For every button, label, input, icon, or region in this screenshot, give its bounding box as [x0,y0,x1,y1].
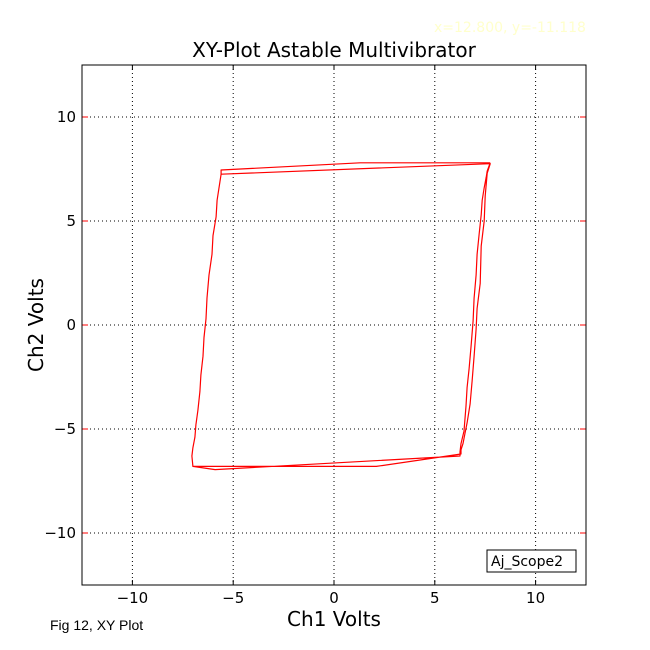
x-tick-label: 10 [526,589,545,607]
grid-lines [82,65,586,585]
chart-title: XY-Plot Astable Multivibrator [192,38,476,62]
series-line [192,162,491,471]
y-tick-label: −5 [54,420,76,438]
figure-caption: Fig 12, XY Plot [50,617,144,633]
x-axis-label: Ch1 Volts [287,607,381,631]
axes-frame [81,64,587,586]
x-tick-label: −10 [117,589,149,607]
legend-label: Aj_Scope2 [491,554,563,570]
coordinate-readout: x=12.800, y=-11.118 [434,20,586,36]
tick-marks [82,65,586,585]
tick-labels: −10 −5 0 5 10 −10 −5 0 5 10 [44,108,545,607]
legend-box [486,549,577,573]
series-layer [191,162,491,471]
series-line [191,174,222,467]
x-tick-label: 0 [329,589,339,607]
y-axis-label: Ch2 Volts [24,278,48,372]
y-tick-label: 10 [57,108,76,126]
legend: Aj_Scope2 [486,549,577,573]
x-tick-label: 5 [430,589,440,607]
x-tick-label: −5 [222,589,244,607]
y-tick-label: 5 [66,212,76,230]
y-tick-label: 0 [66,316,76,334]
y-tick-label: −10 [44,524,76,542]
